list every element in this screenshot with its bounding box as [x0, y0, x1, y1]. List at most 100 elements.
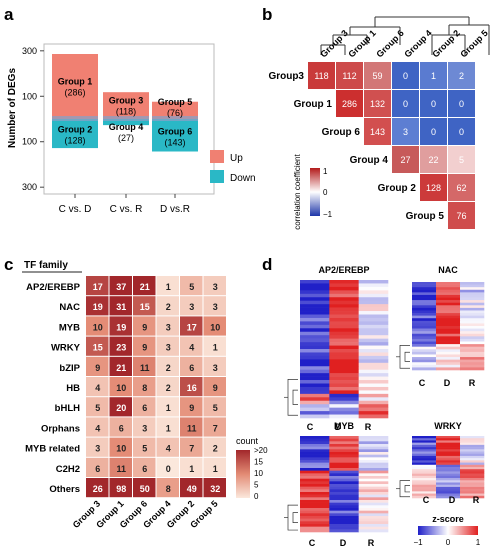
zscore-cell — [436, 449, 461, 452]
legend-label-down: Down — [230, 173, 256, 184]
zscore-cell — [358, 470, 389, 474]
zscore-cell — [329, 300, 359, 305]
tf-count-value: 2 — [166, 302, 171, 312]
tf-count-cell — [86, 377, 109, 397]
zscore-heatmap-title: WRKY — [434, 421, 462, 431]
zscore-cell — [358, 497, 389, 501]
zscore-cell — [412, 320, 437, 324]
zscore-cell — [300, 449, 330, 453]
zscore-cell — [358, 452, 389, 455]
zscore-cell — [412, 284, 437, 288]
zscore-cell — [412, 362, 437, 366]
zscore-cell — [358, 508, 389, 511]
zscore-cell — [329, 293, 359, 298]
zscore-cell — [460, 318, 485, 322]
tf-count-value: 17 — [93, 282, 103, 292]
correlation-cell-value: 0 — [459, 127, 464, 137]
correlation-cell-value: 112 — [342, 71, 356, 81]
correlation-cell — [448, 146, 475, 173]
zscore-cell — [412, 307, 437, 311]
tf-count-value: 4 — [189, 343, 194, 353]
zscore-cell — [460, 297, 485, 301]
zscore-cell — [460, 473, 485, 477]
tf-count-cell — [203, 397, 226, 417]
zscore-cell — [300, 497, 330, 501]
zscore-cell — [412, 328, 437, 332]
zscore-cell — [412, 292, 437, 296]
zscore-cell — [329, 390, 359, 395]
zscore-column-label: C — [309, 538, 316, 548]
tf-count-value: 6 — [142, 464, 147, 474]
zscore-cell — [300, 297, 330, 301]
zscore-cell — [436, 341, 461, 345]
zscore-cell — [358, 505, 389, 509]
zscore-cell — [460, 469, 485, 472]
zscore-cell — [300, 484, 330, 487]
zscore-cell — [436, 344, 461, 348]
zscore-cell — [300, 311, 330, 315]
correlation-cell — [392, 90, 419, 117]
tf-family-label: bZIP — [59, 363, 80, 374]
zscore-cell — [300, 383, 330, 388]
panel-d-legend-title: z-score — [432, 514, 464, 524]
zscore-cell — [460, 354, 485, 358]
column-label: Group 2 — [430, 28, 461, 59]
zscore-cell — [436, 284, 461, 288]
correlation-cell — [420, 90, 447, 117]
tf-count-cell — [180, 356, 203, 376]
panel-label-b: b — [262, 5, 272, 24]
zscore-cell — [300, 407, 330, 412]
zscore-cell — [460, 338, 485, 342]
zscore-cell — [300, 502, 330, 506]
zscore-cell — [412, 484, 437, 488]
zscore-cell — [300, 362, 330, 367]
zscore-cell — [300, 293, 330, 298]
zscore-cell — [412, 440, 437, 443]
zscore-cell — [436, 289, 461, 293]
zscore-cell — [300, 390, 330, 395]
tf-count-value: 37 — [116, 282, 126, 292]
zscore-cell — [329, 489, 359, 493]
zscore-cell — [436, 491, 461, 494]
tf-count-value: 50 — [140, 484, 150, 494]
tf-count-value: 11 — [187, 423, 197, 433]
tf-count-value: 6 — [189, 363, 194, 373]
bar-down-count-label: (128) — [64, 136, 85, 146]
tf-count-cell — [156, 457, 179, 477]
zscore-cell — [300, 454, 330, 458]
bar-up-count-label: (286) — [64, 88, 85, 98]
zscore-cell — [436, 315, 461, 319]
zscore-cell — [329, 465, 359, 469]
zscore-cell — [358, 518, 389, 522]
correlation-cell-value: 22 — [428, 155, 438, 165]
zscore-cell — [329, 484, 359, 487]
zscore-cell — [300, 331, 330, 336]
column-label: Group 5 — [458, 28, 489, 59]
zscore-cell — [358, 454, 389, 458]
row-label: Group3 — [268, 71, 304, 82]
zscore-cell — [300, 486, 330, 490]
tf-count-value: 5 — [95, 403, 100, 413]
tf-count-cell — [109, 377, 132, 397]
tf-count-value: 6 — [142, 403, 147, 413]
zscore-cell — [460, 453, 485, 457]
zscore-cell — [329, 304, 359, 308]
tf-count-value: 5 — [142, 444, 147, 454]
zscore-cell — [300, 500, 330, 503]
tf-count-cell — [203, 276, 226, 296]
zscore-cell — [412, 469, 437, 472]
correlation-cell-value: 286 — [342, 99, 357, 109]
tf-count-value: 8 — [142, 383, 147, 393]
tf-count-cell — [109, 437, 132, 457]
zscore-cell — [329, 486, 359, 490]
zscore-cell — [329, 283, 359, 288]
zscore-cell — [358, 524, 389, 527]
zscore-cell — [358, 449, 389, 453]
zscore-column-label: C — [307, 422, 314, 432]
tf-count-value: 7 — [189, 444, 194, 454]
zscore-column-label: D — [340, 538, 347, 548]
correlation-cell — [420, 146, 447, 173]
zscore-cell — [460, 442, 485, 446]
zscore-cell — [436, 300, 461, 304]
zscore-cell — [329, 393, 359, 398]
